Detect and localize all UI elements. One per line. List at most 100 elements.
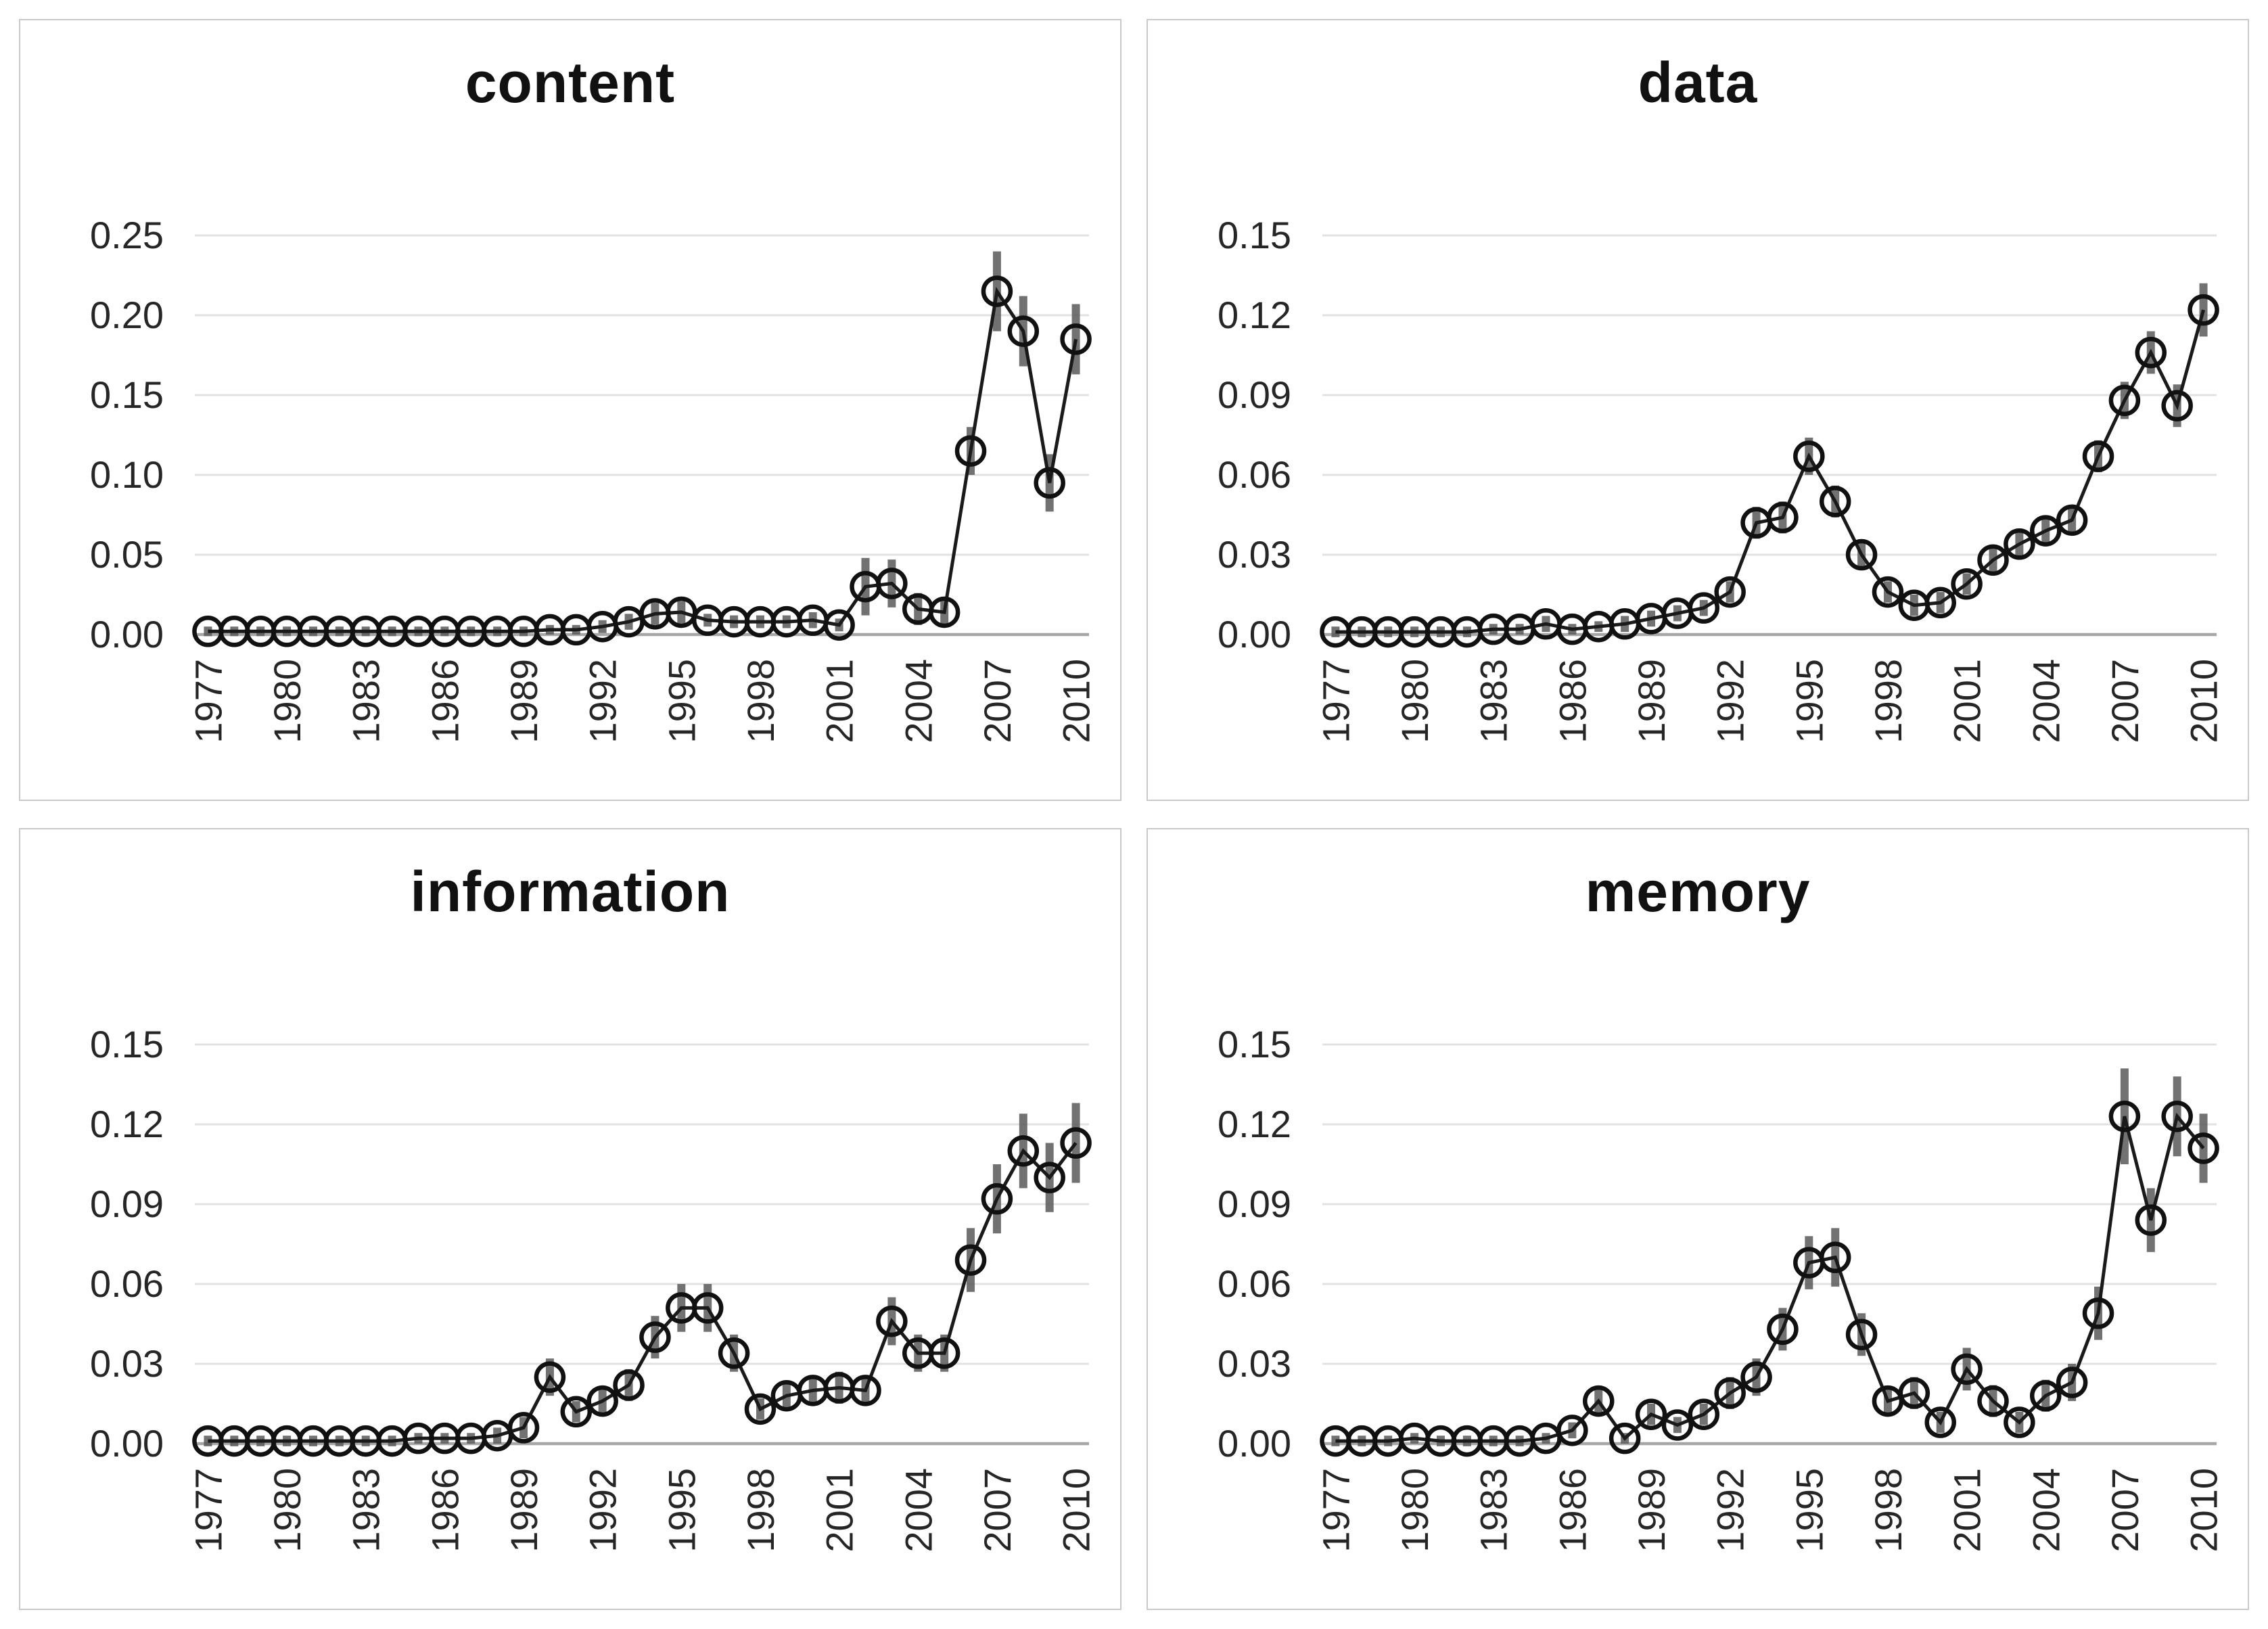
x-axis-tick-label: 2001 <box>1946 659 1989 743</box>
y-axis-tick-label: 0.15 <box>1218 1023 1291 1065</box>
x-axis-tick-label: 1986 <box>1551 1468 1594 1553</box>
x-axis-tick-label: 2004 <box>897 659 940 743</box>
data-point-marker <box>1583 1385 1615 1417</box>
information-chart-svg: 0.00 0.03 0.06 0.09 0.12 0.15 1977 1980 1983 1986… <box>90 1023 1098 1553</box>
x-axis-tick-label: 1998 <box>1867 1468 1910 1553</box>
data-point-marker <box>1898 1377 1930 1409</box>
data-point-marker <box>928 1337 961 1369</box>
x-axis-tick-label: 2010 <box>2183 1468 2225 1553</box>
x-axis-tick-label: 1992 <box>582 1468 624 1553</box>
data-point-marker <box>2056 504 2088 536</box>
data-point-marker <box>2030 515 2062 547</box>
x-axis-tick-label: 2004 <box>897 1468 940 1553</box>
data-point-marker <box>850 1375 881 1406</box>
y-axis-tick-label: 0.25 <box>90 214 164 256</box>
data-point-marker <box>1661 1409 1694 1441</box>
x-axis-tick-label: 1983 <box>1473 659 1515 743</box>
x-axis-tick-label: 1983 <box>345 1468 388 1553</box>
y-axis-tick-label: 0.00 <box>1218 613 1291 656</box>
data-point-marker <box>1845 1318 1878 1350</box>
x-axis-tick-label: 2007 <box>2104 1468 2146 1553</box>
data-point-marker <box>1060 323 1092 355</box>
data-point-marker <box>981 1183 1013 1215</box>
data-point-marker <box>1635 1398 1667 1430</box>
data-point-marker <box>613 1369 645 1401</box>
x-axis-tick-label: 2004 <box>2024 659 2067 743</box>
y-axis-tick-label: 0.06 <box>90 1262 164 1305</box>
data-point-marker <box>2135 1204 2167 1236</box>
data-chart-svg: 0.00 0.03 0.06 0.09 0.12 0.15 1977 1980 1983 1986… <box>1218 214 2225 743</box>
data-point-marker <box>876 568 908 599</box>
chart-title-data: data <box>1638 51 1758 114</box>
data-point-marker <box>1924 587 1956 619</box>
data-point-marker <box>1688 1398 1720 1430</box>
x-axis-tick-label: 1995 <box>660 659 703 743</box>
x-axis-tick-label: 1995 <box>1788 1468 1830 1553</box>
data-point-marker <box>744 1393 777 1425</box>
x-axis-tick-label: 1980 <box>1393 1468 1436 1553</box>
data-point-marker <box>1872 576 1904 608</box>
chart-title-information: information <box>410 860 731 923</box>
x-axis-tick-label: 1986 <box>1551 659 1594 743</box>
memory-chart-svg: 0.00 0.03 0.06 0.09 0.12 0.15 1977 1980 1983 1986… <box>1218 1023 2225 1553</box>
y-axis-tick-label: 0.12 <box>1218 294 1291 336</box>
y-axis-tick-label: 0.05 <box>90 533 164 576</box>
y-axis-tick-label: 0.12 <box>1218 1103 1291 1145</box>
chart-panel-memory: 0.00 0.03 0.06 0.09 0.12 0.15 1977 1980 1983 1986… <box>1147 828 2249 1610</box>
data-point-marker <box>954 435 987 467</box>
data-point-marker <box>2188 294 2219 326</box>
y-axis-tick-label: 0.03 <box>90 1342 164 1385</box>
x-axis-tick-label: 1989 <box>503 1468 545 1553</box>
x-axis-tick-label: 1989 <box>1630 659 1673 743</box>
data-point-marker <box>2188 1132 2219 1164</box>
x-axis-tick-label: 1992 <box>582 659 624 743</box>
x-axis-tick-label: 1995 <box>1788 659 1830 743</box>
data-point-marker <box>1793 440 1825 472</box>
y-axis-tick-label: 0.06 <box>1218 453 1291 496</box>
x-axis-tick-label: 1980 <box>266 1468 308 1553</box>
x-axis-tick-label: 1977 <box>1314 1468 1357 1553</box>
y-axis-tick-label: 0.15 <box>90 1023 164 1065</box>
x-axis-tick-label: 1980 <box>1393 659 1436 743</box>
x-axis-tick-label: 1998 <box>1867 659 1910 743</box>
x-axis-tick-label: 2007 <box>976 659 1019 743</box>
data-point-marker <box>1007 315 1040 347</box>
y-axis-tick-label: 0.09 <box>1218 373 1291 416</box>
data-point-marker <box>2161 1100 2193 1132</box>
x-axis-tick-label: 1977 <box>187 659 229 743</box>
x-axis-tick-label: 1998 <box>739 659 782 743</box>
data-point-marker <box>2056 1367 2088 1398</box>
y-axis-tick-label: 0.06 <box>1218 1262 1291 1305</box>
y-axis-tick-label: 0.09 <box>90 1183 164 1225</box>
data-point-marker <box>1977 544 2009 576</box>
data-point-marker <box>981 275 1013 307</box>
data-point-marker <box>1609 1422 1641 1454</box>
data-point-marker <box>2108 384 2141 417</box>
data-point-marker <box>1060 1127 1092 1159</box>
data-point-marker <box>954 1244 987 1276</box>
chart-panel-data: 0.00 0.03 0.06 0.09 0.12 0.15 1977 1980 1983 1986… <box>1147 19 2249 801</box>
x-axis-tick-label: 2001 <box>818 659 861 743</box>
data-point-marker <box>586 1385 618 1417</box>
data-point-marker <box>928 596 961 628</box>
data-point-marker <box>1924 1406 1956 1438</box>
x-axis-tick-label: 2001 <box>818 1468 861 1553</box>
data-point-marker <box>1819 486 1851 518</box>
chart-title-content: content <box>465 51 676 114</box>
data-point-marker <box>1767 501 1799 534</box>
data-point-marker <box>2004 1406 2035 1438</box>
x-axis-tick-label: 2010 <box>1055 1468 1098 1553</box>
x-axis-tick-label: 2010 <box>2183 659 2225 743</box>
y-axis-tick-label: 0.20 <box>90 294 164 336</box>
data-point-marker <box>876 1305 908 1337</box>
x-axis-tick-label: 2010 <box>1055 659 1098 743</box>
x-axis-tick-label: 1986 <box>423 1468 466 1553</box>
y-axis-tick-label: 0.09 <box>1218 1183 1291 1225</box>
chart-title-memory: memory <box>1585 860 1811 923</box>
y-axis-tick-label: 0.10 <box>90 453 164 496</box>
data-point-marker <box>1007 1135 1040 1167</box>
x-axis-tick-label: 2004 <box>2024 1468 2067 1553</box>
data-point-marker <box>823 609 855 641</box>
data-point-marker <box>2082 440 2114 472</box>
